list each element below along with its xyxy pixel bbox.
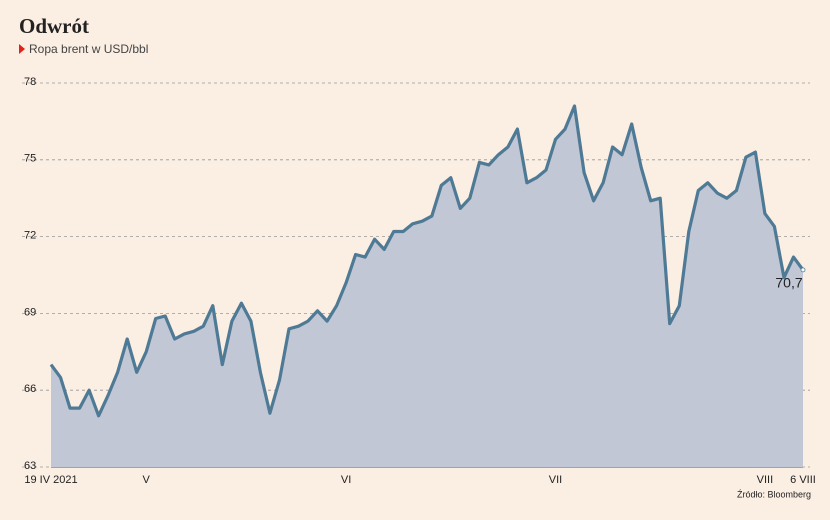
x-tick-label: 6 VIII [790,474,816,486]
x-tick-label: V [143,474,151,486]
x-tick-label: 19 IV 2021 [24,474,77,486]
subtitle-marker [19,44,25,54]
y-tick-label: 75 [24,153,36,165]
chart-title: Odwrót [19,14,89,38]
source: Źródło: Bloomberg [737,489,811,499]
y-tick-label: 69 [24,306,36,318]
x-tick-label: VIII [757,474,774,486]
y-tick-label: 66 [24,383,36,395]
line [49,104,805,418]
area [51,106,803,467]
y-tick-label: 78 [24,76,36,88]
x-tick-label: VI [341,474,351,486]
end-point [800,267,806,273]
y-tick-label: 63 [24,460,36,472]
y-tick-label: 72 [24,230,36,242]
x-tick-label: VII [549,474,562,486]
value-label: 70,7 [775,275,802,291]
chart-subtitle: Ropa brent w USD/bbl [29,42,148,56]
